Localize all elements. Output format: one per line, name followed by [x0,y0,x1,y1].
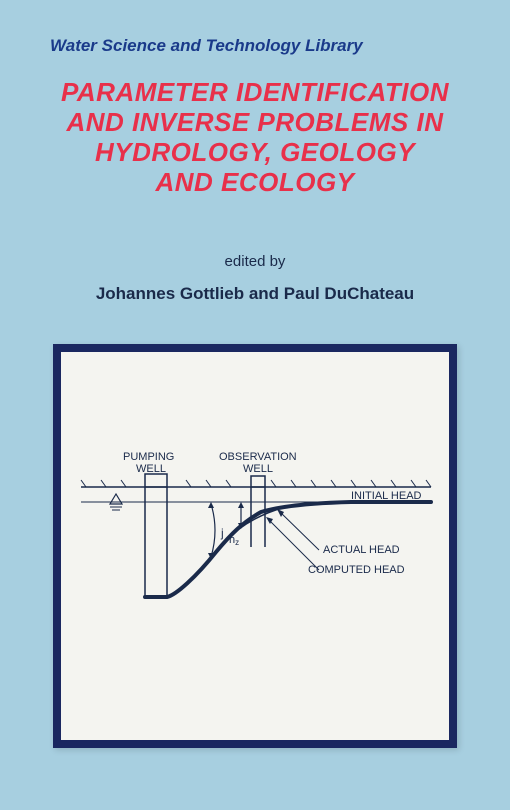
series-name: Water Science and Technology Library [50,36,480,56]
initial-head-label: INITIAL HEAD [351,490,422,502]
observation-well-label: OBSERVATION [219,451,297,463]
authors: Johannes Gottlieb and Paul DuChateau [30,284,480,304]
actual-head-label: ACTUAL HEAD [323,544,400,556]
diagram-frame: j hz PUMPING WELL OBSERVATION WELL INITI… [53,344,457,748]
j-label: j [220,526,224,540]
title-line: AND INVERSE PROBLEMS IN [67,107,444,137]
book-title: PARAMETER IDENTIFICATION AND INVERSE PRO… [30,78,480,198]
title-line: HYDROLOGY, GEOLOGY [95,137,415,167]
title-line: PARAMETER IDENTIFICATION [61,77,449,107]
hz-label: hz [229,534,239,547]
title-line: AND ECOLOGY [155,167,354,197]
computed-head-label: COMPUTED HEAD [308,564,405,576]
well-diagram: j hz PUMPING WELL OBSERVATION WELL INITI… [61,352,449,740]
pumping-well-label: PUMPING [123,451,174,463]
svg-text:WELL: WELL [243,463,273,475]
edited-by-label: edited by [30,253,480,270]
svg-text:WELL: WELL [136,463,166,475]
book-cover: Water Science and Technology Library PAR… [0,0,510,810]
